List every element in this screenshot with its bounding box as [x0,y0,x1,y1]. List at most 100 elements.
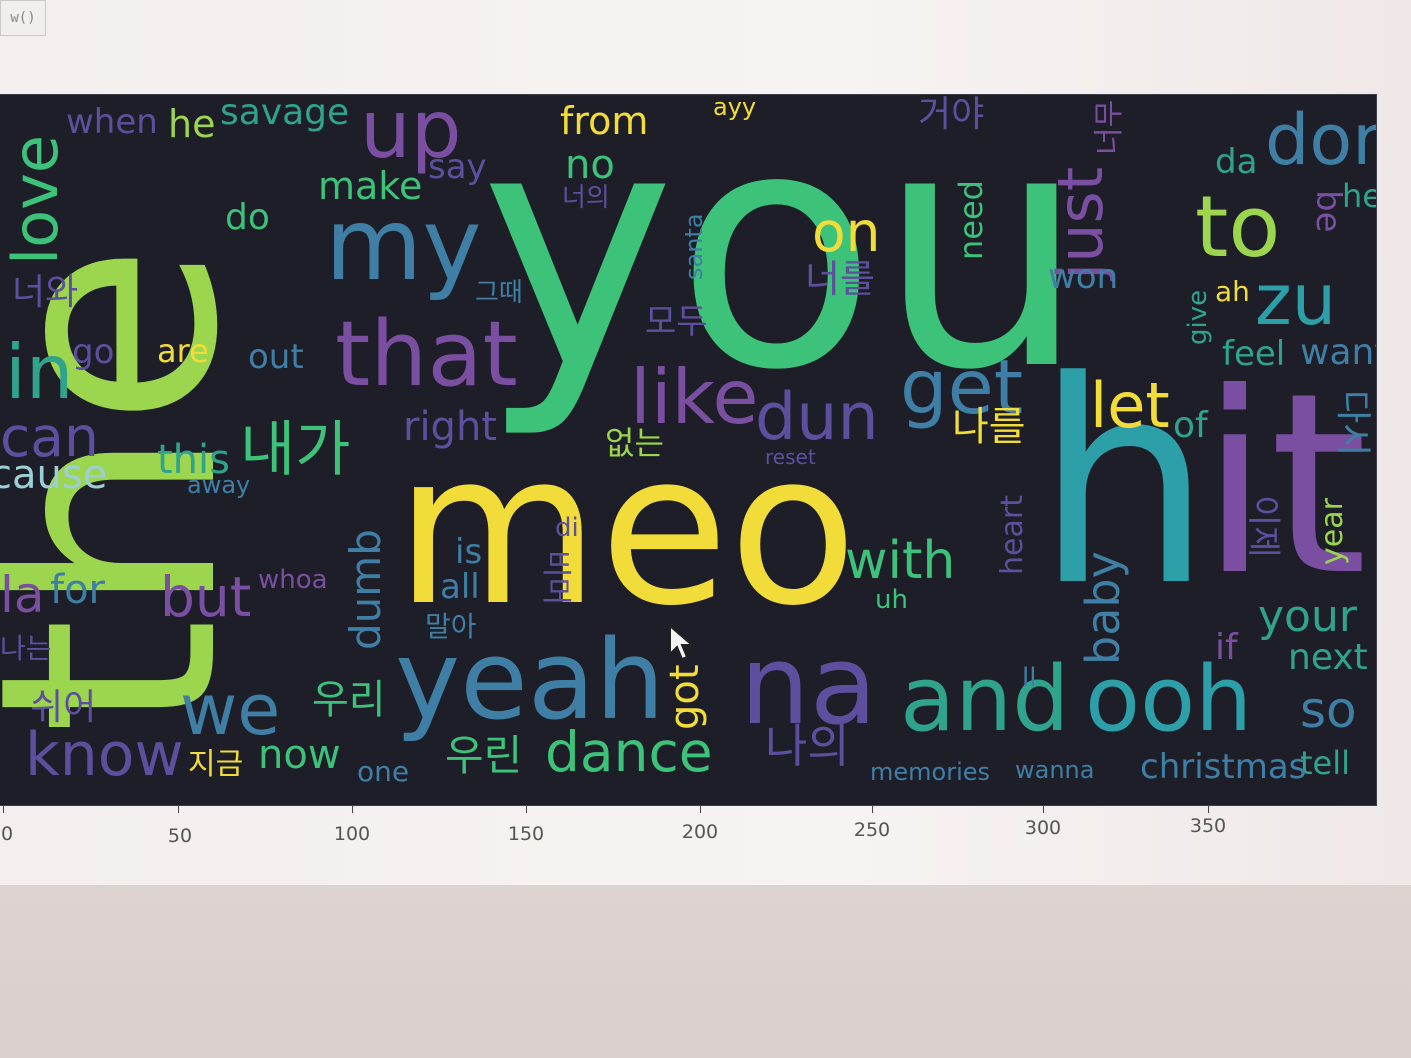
word-dance: dance [545,720,713,784]
word-baby: baby [1076,551,1130,665]
word-ko-swieo: 쉬어 [30,687,97,728]
word-is: is [455,532,483,572]
word-won: won [1048,257,1119,297]
word-your: your [1258,591,1357,642]
x-tick-label-300: 300 [1024,817,1062,839]
word-da: da [1215,142,1258,182]
x-tick-label-350: 350 [1189,815,1227,837]
word-ah: ah [1215,275,1250,308]
x-tick [178,805,179,813]
word-zu: zu [1255,259,1337,341]
word-ko-eopsneun: 없는 [605,424,664,462]
word-h: h [1035,322,1213,648]
word-ayy: ayy [713,95,757,121]
word-give: give [1183,289,1213,345]
word-christmas: christmas [1140,747,1307,787]
word-ko-naega: 내가 [240,415,351,485]
word-of: of [1173,405,1208,446]
word-ll: ll [1022,663,1037,693]
x-tick-label-250: 250 [853,819,891,841]
x-tick [3,805,4,813]
word-do: do [225,197,270,238]
word-are: are [157,332,209,370]
word-savage: savage [220,95,350,133]
word-so: so [1300,681,1357,739]
word-na: na [740,621,878,749]
word-from: from [560,99,649,143]
word-for: for [50,567,105,613]
word-ko-dasi: 다시 [1332,390,1373,457]
word-ko-malhae: 말아 [425,610,477,643]
word-cause: cause [0,452,108,498]
word-ko-nareul: 나를 [952,404,1026,450]
monitor-screen: w() the you meo h it yeah na and ooh my … [0,0,1411,885]
x-tick-label-0: 0 [0,823,14,845]
x-tick-label-50: 50 [167,825,193,847]
x-tick [872,805,873,813]
word-that: that [335,302,518,407]
word-la: la [0,566,45,624]
word-my: my [325,186,482,303]
word-get: get [900,343,1024,431]
word-but: but [160,565,252,629]
x-tick-label-100: 100 [333,823,371,845]
word-this: this [157,437,230,483]
word-ko-neomu: 너무 [1092,99,1127,155]
word-ko-neoui: 너의 [562,183,610,213]
x-tick [1043,805,1044,813]
word-ooh: ooh [1085,647,1253,752]
word-with: with [845,531,956,591]
x-tick [700,805,701,813]
word-like: like [630,353,759,441]
word-say: say [428,147,487,187]
word-love: love [0,135,72,265]
word-no: no [565,142,615,188]
word-ko-modu: 모두 [645,302,708,342]
word-know: know [25,720,184,790]
word-it: it [1200,339,1368,630]
word-year: year [1315,498,1350,565]
word-reset: reset [765,445,816,469]
word-want: want [1300,332,1376,373]
mouse-pointer-icon [668,623,698,668]
word-ko-naneun: 나는 [0,632,52,665]
word-on: on [812,200,881,264]
word-need: need [952,180,990,260]
word-and: and [900,647,1070,752]
word-let: let [1090,369,1170,442]
x-tick [1208,805,1209,813]
word-dun: dun [755,380,879,455]
word-yeah: yeah [395,616,665,744]
word-can: can [0,405,99,469]
word-don: don [1265,99,1376,181]
word-di: di [555,513,579,543]
word-one: one [357,755,410,788]
word-ko-neoreul: 너를 [805,257,875,301]
x-tick-label-200: 200 [681,821,719,843]
word-ko-ije: 이제 [1243,495,1283,558]
word-if: if [1215,627,1238,668]
x-axis: 0 50 100 150 200 250 300 350 [0,805,1411,865]
word-in: in [5,328,74,416]
word-when: when [66,102,158,142]
word-ko-jigeum: 지금 [188,747,244,782]
x-tick [352,805,353,813]
word-you: you [480,95,1087,442]
word-up: up [360,95,462,176]
word-santa: santa [680,213,708,280]
word-ko-naui: 나의 [765,719,850,773]
word-got: got [662,664,708,730]
word-dumb: dumb [341,529,390,650]
word-ko-geoya: 거야 [918,95,985,135]
word-feel: feel [1222,334,1286,374]
word-we: we [180,669,281,751]
word-he: he [168,102,216,146]
word-ko-geuttae: 그때 [475,278,523,308]
word-tell: tell [1300,744,1351,782]
word-make: make [318,164,423,208]
word-heart: heart [995,495,1030,575]
wordcloud-image: the you meo h it yeah na and ooh my that… [0,95,1376,805]
word-uh: uh [875,585,908,615]
word-to: to [1195,178,1281,277]
word-now: now [258,732,341,778]
